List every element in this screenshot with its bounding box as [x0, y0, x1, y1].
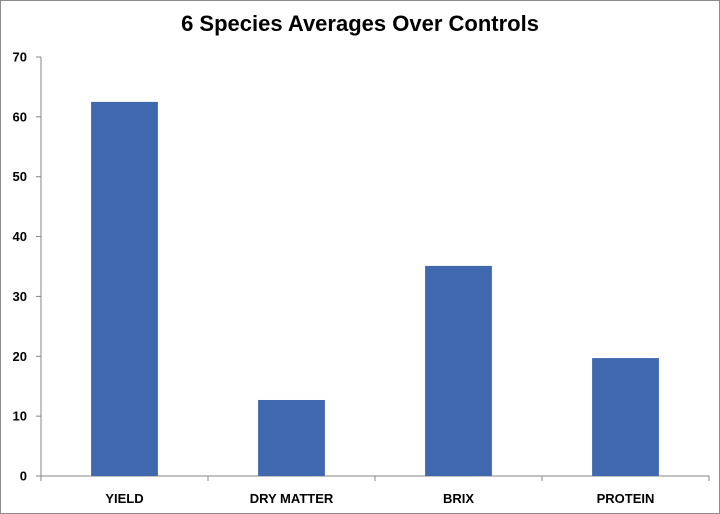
x-tick-label: PROTEIN — [597, 491, 655, 506]
bar-protein — [592, 358, 659, 476]
bars — [91, 101, 659, 477]
bar-brix — [425, 265, 492, 476]
y-tick-label: 70 — [13, 50, 27, 65]
y-tick-label: 30 — [13, 289, 27, 304]
bar-yield — [91, 101, 158, 477]
x-tick-labels: YIELD DRY MATTER BRIX PROTEIN — [105, 491, 654, 506]
chart-title: 6 Species Averages Over Controls — [181, 11, 539, 36]
y-tick-label: 60 — [13, 109, 27, 124]
y-tick-label: 40 — [13, 229, 27, 244]
bar-dry-matter — [258, 399, 325, 476]
y-tick-labels: 0 10 20 30 40 50 60 70 — [13, 50, 27, 484]
x-tick-label: YIELD — [105, 491, 143, 506]
y-tick-label: 20 — [13, 349, 27, 364]
y-tick-label: 0 — [20, 469, 27, 484]
y-tick-label: 50 — [13, 169, 27, 184]
x-tick-label: DRY MATTER — [250, 491, 334, 506]
y-tick-label: 10 — [13, 409, 27, 424]
x-tick-label: BRIX — [443, 491, 474, 506]
